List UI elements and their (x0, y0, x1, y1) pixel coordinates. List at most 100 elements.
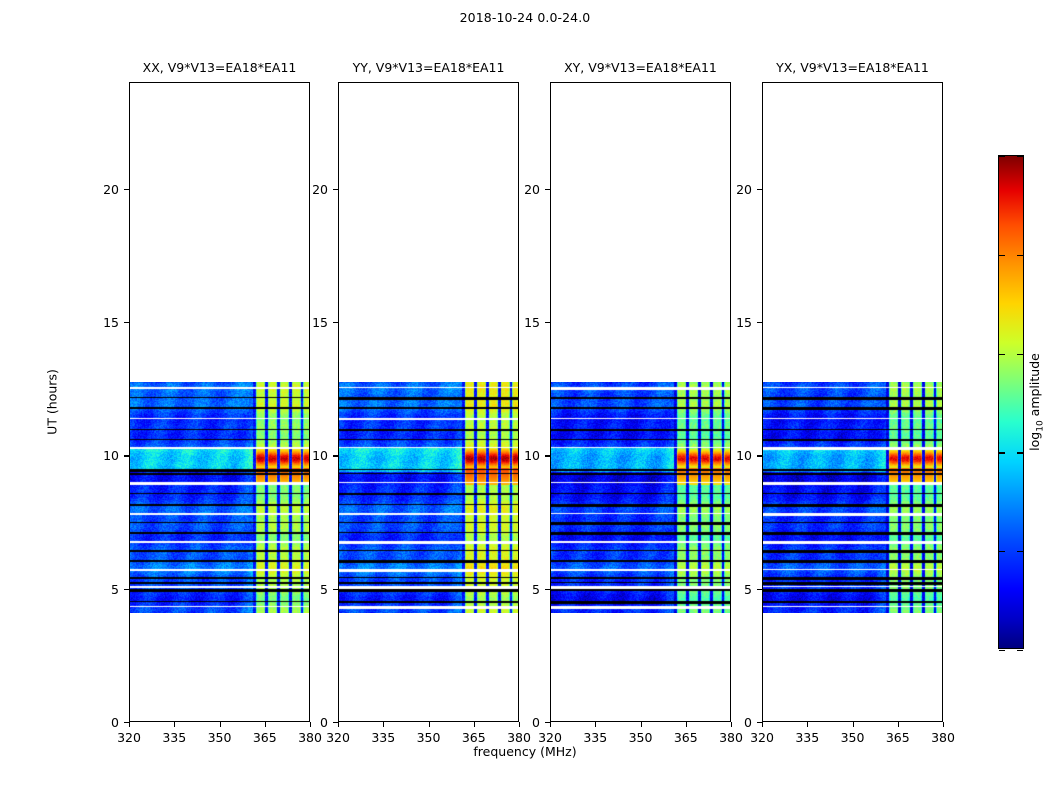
spectrogram-image-xx (130, 382, 309, 613)
x-tick-label: 365 (673, 730, 698, 745)
x-tick (428, 722, 430, 727)
x-tick-label: 320 (750, 730, 774, 745)
colorbar-tick (1017, 156, 1023, 158)
y-tick-label: 15 (524, 315, 540, 330)
spectrogram-canvas (130, 382, 309, 613)
x-tick-label: 380 (507, 730, 531, 745)
x-tick-label: 350 (416, 730, 441, 745)
y-tick-label: 20 (312, 181, 328, 197)
y-tick (757, 588, 762, 590)
y-tick (124, 188, 129, 190)
y-tick-label: 15 (103, 315, 119, 330)
y-tick-label: 15 (736, 315, 752, 330)
x-tick (219, 722, 221, 727)
x-tick (310, 722, 312, 727)
y-tick (124, 322, 129, 324)
y-tick-label: 0 (111, 715, 119, 730)
y-tick-label: 15 (312, 315, 328, 330)
x-tick (852, 722, 854, 727)
x-tick (550, 722, 552, 727)
x-tick (640, 722, 642, 727)
x-tick (129, 722, 131, 727)
x-tick-label: 365 (461, 730, 486, 745)
x-tick (174, 722, 176, 727)
colorbar-tick (999, 156, 1005, 158)
y-tick-label: 5 (320, 581, 328, 597)
colorbar-tick (999, 551, 1005, 553)
x-tick (264, 722, 266, 727)
x-tick (731, 722, 733, 727)
spectrogram-canvas (551, 382, 730, 613)
x-tick (943, 722, 945, 727)
spectrogram-canvas (763, 382, 942, 613)
colorbar-tick (1017, 551, 1023, 553)
y-tick-label: 20 (524, 181, 540, 197)
spectrogram-panel-xy[interactable] (550, 82, 731, 722)
x-tick (807, 722, 809, 727)
y-tick (124, 722, 129, 724)
x-tick (519, 722, 521, 727)
spectrogram-image-xy (551, 382, 730, 613)
y-tick (545, 322, 550, 324)
y-tick (757, 322, 762, 324)
x-tick-label: 350 (840, 730, 865, 745)
y-tick-label: 10 (524, 448, 540, 464)
colorbar-tick (1017, 650, 1023, 652)
colorbar-label: log10 amplitude (1027, 353, 1046, 451)
y-tick (333, 322, 338, 324)
y-axis-label: UT (hours) (44, 369, 60, 435)
y-tick-label: 0 (320, 715, 328, 730)
y-tick (545, 188, 550, 190)
x-tick (338, 722, 340, 727)
y-tick-label: 5 (532, 581, 540, 597)
colorbar-tick (999, 452, 1005, 454)
y-tick-label: 5 (744, 581, 752, 597)
colorbar-tick (1017, 452, 1023, 454)
x-tick-label: 335 (371, 730, 396, 745)
x-tick-label: 335 (162, 730, 187, 745)
x-tick (897, 722, 899, 727)
y-tick (124, 455, 129, 457)
y-tick-label: 10 (312, 448, 328, 464)
x-tick-label: 380 (298, 730, 322, 745)
spectrogram-panel-xx[interactable] (129, 82, 310, 722)
x-tick-label: 335 (583, 730, 608, 745)
spectrogram-image-yy (339, 382, 518, 613)
colorbar-tick (999, 254, 1005, 256)
colorbar-tick (999, 650, 1005, 652)
x-tick-label: 320 (538, 730, 562, 745)
x-tick-label: 320 (117, 730, 141, 745)
y-tick-label: 20 (103, 181, 119, 197)
panel-title-yx: YX, V9*V13=EA18*EA11 (776, 60, 929, 75)
colorbar-tick (1017, 353, 1023, 355)
y-tick-label: 0 (744, 715, 752, 730)
spectrogram-panel-yx[interactable] (762, 82, 943, 722)
y-tick (757, 455, 762, 457)
y-tick (333, 188, 338, 190)
y-tick (545, 455, 550, 457)
x-tick-label: 365 (885, 730, 910, 745)
y-tick (124, 588, 129, 590)
spectrogram-panel-yy[interactable] (338, 82, 519, 722)
x-tick-label: 335 (795, 730, 820, 745)
x-axis-label: frequency (MHz) (473, 744, 577, 759)
x-tick-label: 350 (628, 730, 653, 745)
colorbar-gradient (999, 156, 1023, 648)
y-tick (333, 455, 338, 457)
panel-title-yy: YY, V9*V13=EA18*EA11 (352, 60, 505, 75)
x-tick (473, 722, 475, 727)
y-tick-label: 0 (532, 715, 540, 730)
colorbar-tick (1017, 254, 1023, 256)
x-tick (762, 722, 764, 727)
x-tick-label: 320 (326, 730, 350, 745)
colorbar-label-main: log (1026, 431, 1042, 451)
colorbar-tick (999, 353, 1005, 355)
x-tick-label: 350 (207, 730, 232, 745)
colorbar-label-sub: 10 (1035, 420, 1046, 432)
x-tick-label: 380 (931, 730, 955, 745)
spectrogram-image-yx (763, 382, 942, 613)
colorbar[interactable] (998, 155, 1024, 652)
x-tick (685, 722, 687, 727)
x-tick-label: 380 (719, 730, 743, 745)
